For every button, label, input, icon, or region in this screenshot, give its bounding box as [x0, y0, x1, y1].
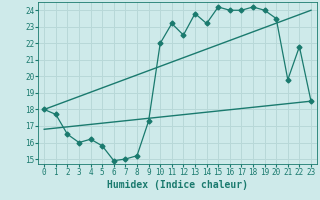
X-axis label: Humidex (Indice chaleur): Humidex (Indice chaleur)	[107, 180, 248, 190]
